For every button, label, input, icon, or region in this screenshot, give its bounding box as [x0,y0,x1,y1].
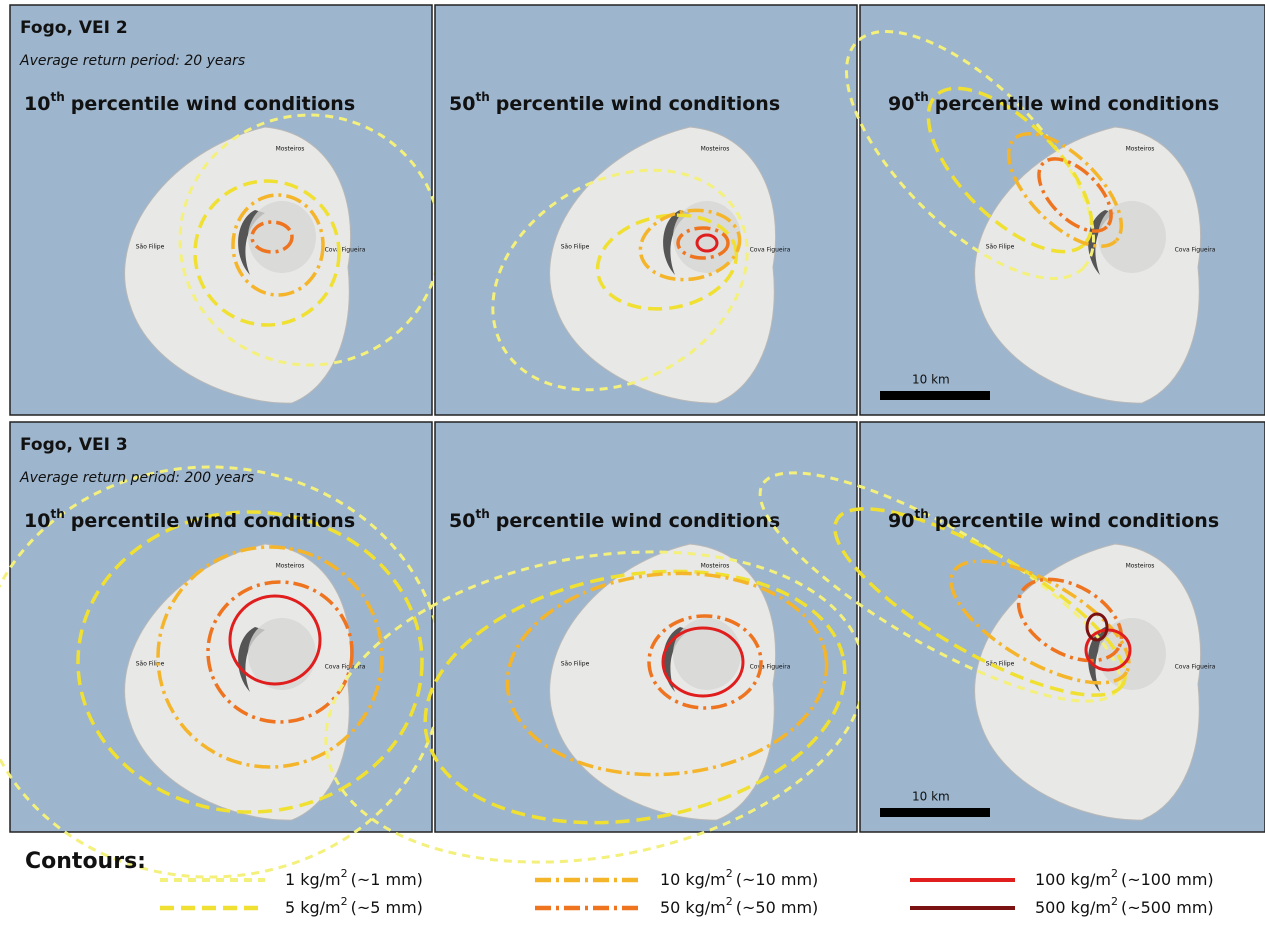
scale-bar [880,391,990,400]
place-name: Cova Figueira [1175,247,1216,254]
unit-power: 2 [726,895,733,908]
amount: 5 [285,898,295,917]
scale-bar [880,808,990,817]
place-name: Mosteiros [276,146,305,153]
legend-label: 50 kg/m2(~50 mm) [660,895,818,917]
heading-text: percentile wind conditions [935,510,1219,532]
panel-heading: 50th percentile wind conditions [449,507,780,532]
unit-power: 2 [726,867,733,880]
row-subtitle: Average return period: 200 years [19,470,254,486]
heading-text: percentile wind conditions [71,93,355,115]
place-name: Mosteiros [701,563,730,570]
depth: (~1 mm) [351,870,423,889]
amount: 500 [1035,898,1066,917]
place-name: Mosteiros [1126,563,1155,570]
summit [248,618,316,690]
scale-label: 10 km [912,373,950,387]
summit [248,201,316,273]
unit: kg/m [685,870,725,889]
percentile: 10 [24,93,50,115]
place-name: São Filipe [136,244,165,251]
heading-text: percentile wind conditions [496,510,780,532]
place-name: São Filipe [986,244,1015,251]
place-name: Cova Figueira [750,664,791,671]
unit-power: 2 [1111,867,1118,880]
unit-power: 2 [341,867,348,880]
place-name: Cova Figueira [325,247,366,254]
ordinal-suffix: th [914,90,928,104]
row-title: Fogo, VEI 2 [20,18,128,38]
panel-heading: 10th percentile wind conditions [24,90,355,115]
ordinal-suffix: th [914,507,928,521]
amount: 10 [660,870,680,889]
percentile: 50 [449,510,475,532]
map-panel: Mosteiros São Filipe Cova Figueira Fogo, VE… [0,422,442,877]
panel-heading: 90th percentile wind conditions [888,507,1219,532]
panel-heading: 10th percentile wind conditions [24,507,355,532]
amount: 1 [285,870,295,889]
ordinal-suffix: th [50,90,64,104]
unit: kg/m [685,898,725,917]
heading-text: percentile wind conditions [935,93,1219,115]
percentile: 90 [888,93,914,115]
place-name: Cova Figueira [325,664,366,671]
ordinal-suffix: th [475,507,489,521]
place-name: Mosteiros [1126,146,1155,153]
depth: (~5 mm) [351,898,423,917]
percentile: 10 [24,510,50,532]
heading-text: percentile wind conditions [71,510,355,532]
place-name: São Filipe [986,661,1015,668]
panel-heading: 50th percentile wind conditions [449,90,780,115]
unit-power: 2 [1111,895,1118,908]
legend-label: 10 kg/m2(~10 mm) [660,867,818,889]
unit: kg/m [1071,870,1111,889]
row-subtitle: Average return period: 20 years [19,53,245,69]
scale-label: 10 km [912,790,950,804]
figure: Mosteiros São Filipe Cova Figueira Fogo, VE… [0,0,1265,926]
place-name: Cova Figueira [750,247,791,254]
place-name: Mosteiros [276,563,305,570]
summit [1098,201,1166,273]
row-title: Fogo, VEI 3 [20,435,128,455]
depth: (~50 mm) [736,898,819,917]
place-name: São Filipe [561,661,590,668]
unit: kg/m [300,898,340,917]
depth: (~100 mm) [1121,870,1214,889]
amount: 50 [660,898,680,917]
depth: (~10 mm) [736,870,819,889]
place-name: São Filipe [561,244,590,251]
map-panel: Mosteiros São Filipe Cova Figueira Fogo, VE… [10,5,440,415]
heading-text: percentile wind conditions [496,93,780,115]
legend-label: 100 kg/m2(~100 mm) [1035,867,1214,889]
page: Mosteiros São Filipe Cova Figueira Fogo, VE… [0,0,1265,926]
legend-label: 1 kg/m2(~1 mm) [285,867,423,889]
panel-heading: 90th percentile wind conditions [888,90,1219,115]
depth: (~500 mm) [1121,898,1214,917]
ordinal-suffix: th [475,90,489,104]
legend-label: 5 kg/m2(~5 mm) [285,895,423,917]
amount: 100 [1035,870,1066,889]
percentile: 90 [888,510,914,532]
legend-label: 500 kg/m2(~500 mm) [1035,895,1214,917]
percentile: 50 [449,93,475,115]
ordinal-suffix: th [50,507,64,521]
unit: kg/m [1071,898,1111,917]
place-name: Mosteiros [701,146,730,153]
place-name: Cova Figueira [1175,664,1216,671]
unit: kg/m [300,870,340,889]
legend-title: Contours: [25,849,146,874]
unit-power: 2 [341,895,348,908]
summit [673,201,741,273]
place-name: São Filipe [136,661,165,668]
